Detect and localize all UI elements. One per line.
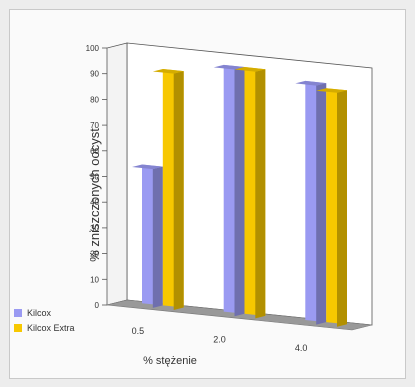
- y-tick-label: 30: [90, 224, 99, 233]
- y-tick-label: 90: [90, 70, 99, 79]
- x-tick-label: 4.0: [295, 343, 308, 353]
- y-tick-label: 40: [90, 198, 99, 207]
- legend-swatch-kilcox-extra: [14, 323, 22, 332]
- side-wall: [106, 42, 128, 306]
- bar-side-face: [173, 71, 184, 310]
- legend-item-kilcox-extra: Kilcox Extra: [14, 320, 75, 335]
- legend-swatch-kilcox: [14, 308, 22, 317]
- y-axis-title: % zniszczonych oocyst: [87, 128, 102, 262]
- bar-kilcox-4-0: [295, 80, 327, 325]
- bar-kilcox-extra-0-5: [152, 69, 184, 310]
- bar-top-face: [316, 88, 347, 93]
- bar-side-face: [316, 83, 327, 325]
- y-axis: 0 10 20 30 40 50 60 70 80 90 100: [86, 44, 107, 310]
- x-axis-ticks: 0.5 2.0 4.0: [132, 326, 308, 353]
- y-tick-label: 10: [90, 275, 99, 284]
- bar-top-face: [132, 164, 163, 170]
- y-tick-label: 20: [90, 250, 99, 259]
- y-tick-label: 70: [90, 121, 99, 130]
- bar-kilcox-0-5: [132, 164, 163, 308]
- x-axis-title: % stężenie: [143, 355, 197, 367]
- bar-side-face: [152, 166, 163, 308]
- x-tick-label: 2.0: [213, 335, 226, 345]
- y-tick-label: 50: [90, 173, 99, 182]
- legend-label-kilcox-extra: Kilcox Extra: [27, 322, 75, 333]
- bar-top-face: [213, 64, 245, 70]
- y-tick-label: 60: [90, 147, 99, 156]
- bar-kilcox-extra-2-0: [234, 67, 266, 319]
- bar-side-face: [337, 90, 347, 327]
- x-tick-label: 0.5: [132, 326, 145, 336]
- legend-label-kilcox: Kilcox: [27, 307, 52, 318]
- bar-side-face: [255, 69, 266, 319]
- y-tick-label: 0: [95, 301, 100, 310]
- bar-kilcox-extra-4-0: [316, 88, 347, 327]
- bars: [132, 64, 347, 327]
- bar-side-face: [234, 67, 245, 317]
- bar-top-face: [295, 80, 327, 86]
- legend: Kilcox Kilcox Extra: [14, 305, 75, 335]
- bar-top-face: [234, 67, 266, 72]
- y-tick-label: 100: [86, 44, 100, 53]
- legend-item-kilcox: Kilcox: [14, 305, 75, 320]
- bar-kilcox-2-0: [213, 64, 245, 317]
- bar-top-face: [152, 69, 184, 74]
- y-tick-label: 80: [90, 95, 99, 104]
